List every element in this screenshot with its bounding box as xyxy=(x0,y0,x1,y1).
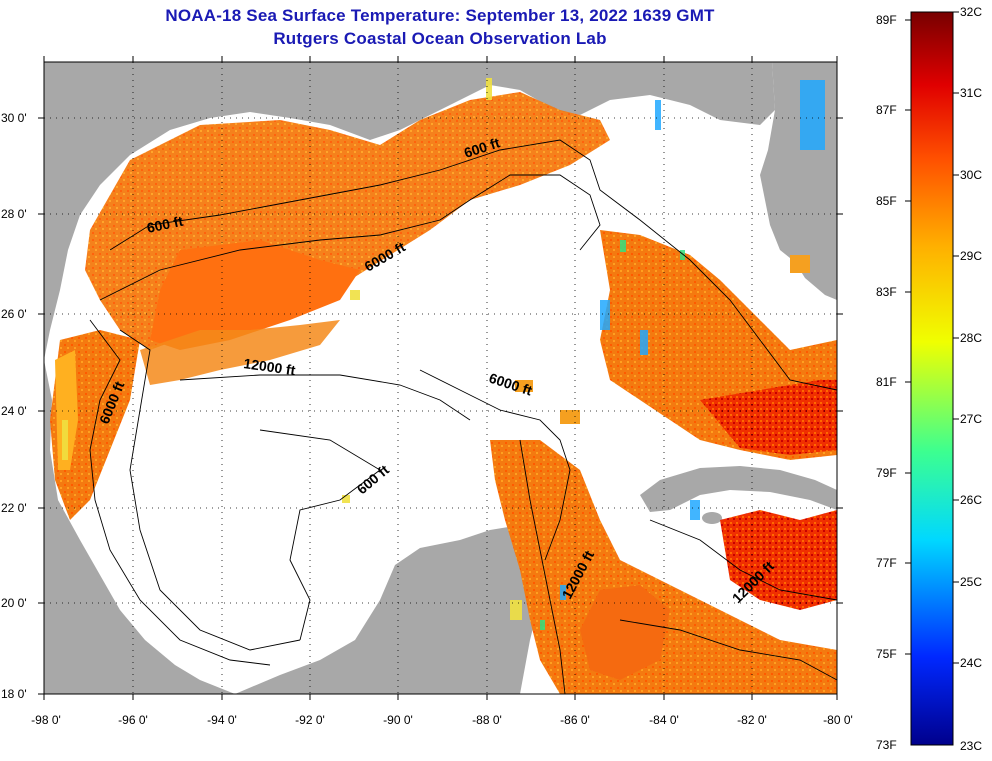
map-subtitle: Rutgers Coastal Ocean Observation Lab xyxy=(273,29,607,48)
lat-label: 22 0' xyxy=(1,501,27,515)
c-label: 32C xyxy=(960,5,982,19)
c-label: 23C xyxy=(960,739,982,753)
map-title: NOAA-18 Sea Surface Temperature: Septemb… xyxy=(165,6,715,25)
latitude-labels: 30 0' 28 0' 26 0' 24 0' 22 0' 20 0' 18 0… xyxy=(1,111,27,701)
land-masses xyxy=(44,62,837,694)
lon-label: -94 0' xyxy=(207,713,237,727)
bathymetry-contours xyxy=(89,139,837,694)
f-label: 85F xyxy=(876,194,897,208)
c-label: 24C xyxy=(960,656,982,670)
lon-label: -98 0' xyxy=(31,713,61,727)
colorbar-gradient xyxy=(910,11,954,746)
c-label: 30C xyxy=(960,168,982,182)
lon-label: -92 0' xyxy=(295,713,325,727)
c-label: 29C xyxy=(960,249,982,263)
lon-label: -84 0' xyxy=(649,713,679,727)
lat-label: 30 0' xyxy=(1,111,27,125)
lon-label: -82 0' xyxy=(737,713,767,727)
f-label: 75F xyxy=(876,647,897,661)
c-label: 27C xyxy=(960,412,982,426)
lon-label: -96 0' xyxy=(118,713,148,727)
f-label: 89F xyxy=(876,13,897,27)
c-label: 25C xyxy=(960,575,982,589)
graticule xyxy=(44,62,837,694)
c-label: 31C xyxy=(960,86,982,100)
colorbar: 89F 87F 85F 83F 81F 79F 77F 75F 73F 32C … xyxy=(876,5,982,753)
f-label: 73F xyxy=(876,738,897,752)
lon-label: -88 0' xyxy=(472,713,502,727)
f-label: 79F xyxy=(876,466,897,480)
longitude-labels: -98 0' -96 0' -94 0' -92 0' -90 0' -88 0… xyxy=(31,713,853,727)
colorbar-celsius: 32C 31C 30C 29C 28C 27C 26C 25C 24C 23C xyxy=(960,5,982,753)
f-label: 87F xyxy=(876,103,897,117)
lon-label: -80 0' xyxy=(823,713,853,727)
f-label: 81F xyxy=(876,375,897,389)
f-label: 83F xyxy=(876,285,897,299)
lat-label: 20 0' xyxy=(1,596,27,610)
lon-label: -86 0' xyxy=(560,713,590,727)
lon-label: -90 0' xyxy=(383,713,413,727)
f-label: 77F xyxy=(876,556,897,570)
lat-label: 26 0' xyxy=(1,307,27,321)
sst-field xyxy=(50,78,837,694)
colorbar-fahrenheit: 89F 87F 85F 83F 81F 79F 77F 75F 73F xyxy=(876,13,897,752)
map-frame xyxy=(43,61,838,695)
lat-label: 18 0' xyxy=(1,687,27,701)
axis-ticks xyxy=(38,56,843,700)
c-label: 26C xyxy=(960,493,982,507)
c-label: 28C xyxy=(960,331,982,345)
contour-label: 12000 ft xyxy=(243,355,297,378)
lat-label: 28 0' xyxy=(1,207,27,221)
lat-label: 24 0' xyxy=(1,404,27,418)
contour-label: 600 ft xyxy=(145,213,184,236)
map-area: 600 ft 6000 ft 600 ft 6000 ft 12000 ft 6… xyxy=(44,62,837,694)
